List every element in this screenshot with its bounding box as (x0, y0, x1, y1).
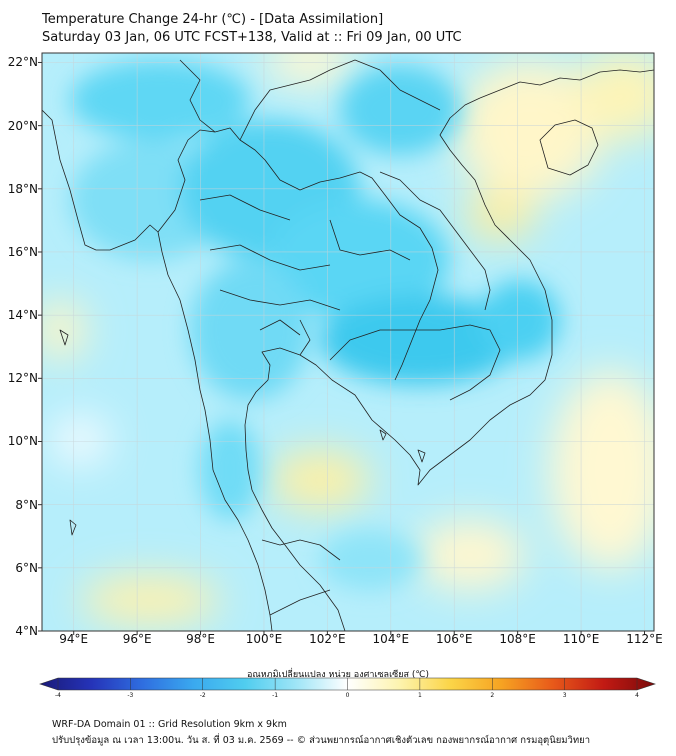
border-myanmar-north (179, 59, 441, 141)
lon-label: 100°E (245, 632, 283, 646)
warm-area-south-china-sea (550, 370, 654, 570)
lon-label: 112°E (626, 632, 663, 646)
colorbar-tick-label: -1 (272, 692, 279, 699)
map-frame (41, 52, 655, 632)
chart-subtitle: Saturday 03 Jan, 06 UTC FCST+138, Valid … (42, 30, 462, 45)
cold-area-peninsula (200, 420, 260, 520)
warm-area-gulf-tonkin (455, 60, 605, 200)
border-malaysia (261, 539, 341, 616)
colorbar (39, 677, 656, 691)
cold-area-malaysia (320, 530, 420, 590)
colorbar-tick-label: 2 (490, 692, 495, 699)
colorbar-tick-label: 0 (345, 692, 350, 699)
credit-line: ปรับปรุงข้อมูล ณ เวลา 13:00น. วัน ส. ที่… (52, 735, 591, 746)
lat-label: 12°N (7, 371, 38, 386)
border-thai-myanmar (157, 127, 439, 381)
lat-label: 14°N (7, 308, 38, 323)
cold-area-isan (270, 200, 450, 320)
border-laos-vietnam (379, 171, 491, 311)
warm-anomaly-layer (42, 53, 654, 625)
warm-area-southwest (80, 575, 220, 625)
cold-area-cambodia (320, 295, 520, 385)
lat-label: 8°N (15, 497, 38, 512)
coastline-thai-peninsula-west (212, 469, 273, 631)
border-thai-provinces (199, 194, 411, 356)
cold-anomaly-layer (70, 60, 560, 590)
lon-label: 106°E (435, 632, 473, 646)
colorbar-tick-label: 1 (417, 692, 422, 699)
lat-label: 22°N (7, 55, 38, 70)
lat-label: 16°N (7, 244, 38, 259)
colorbar-tick-label: -3 (127, 692, 134, 699)
warm-area-andaman (50, 415, 110, 465)
cold-area-central-thailand (190, 260, 310, 400)
colorbar-title: อุณหภูมิเปลี่ยนแปลง หน่วย องศาเซลเซียส (… (246, 670, 430, 680)
coastline-china-south (479, 69, 654, 99)
islands-south-china-sea (59, 329, 426, 536)
warm-area-south (415, 520, 525, 590)
warm-area-gulf-thailand (270, 450, 370, 510)
lon-label: 98°E (186, 632, 215, 646)
colorbar-tick-label: 3 (562, 692, 567, 699)
lat-label: 20°N (7, 118, 38, 133)
lat-lon-gridlines (42, 53, 654, 631)
map-svg (38, 52, 655, 635)
warm-area-north (265, 53, 355, 85)
coastline-myanmar-bay-bengal (42, 109, 214, 471)
coastline-hainan (539, 119, 599, 176)
axis-ticks (38, 61, 645, 635)
lat-label: 6°N (15, 560, 38, 575)
cold-area-myanmar-north (70, 60, 250, 140)
chart-title: Temperature Change 24-hr (℃) - [Data Ass… (42, 12, 384, 27)
warm-area-north-vietnam (465, 190, 535, 240)
coastline-thai-peninsula-east (244, 97, 553, 631)
warm-area-northeast (575, 53, 654, 140)
border-cambodia (329, 324, 501, 401)
lon-label: 96°E (122, 632, 152, 646)
colorbar-tick-label: -4 (55, 692, 61, 699)
lat-label: 10°N (7, 434, 38, 449)
cold-area-south-vietnam (480, 280, 560, 360)
land-borders (42, 59, 654, 631)
lon-label: 102°E (309, 632, 346, 646)
model-info: WRF-DA Domain 01 :: Grid Resolution 9km … (52, 719, 287, 730)
colorbar-tick-lines (57, 678, 638, 690)
cold-area-laos (340, 65, 460, 155)
lon-label: 104°E (372, 632, 410, 646)
colorbar-tick-label: -2 (199, 692, 206, 699)
colorbar-tick-label: 4 (635, 692, 639, 699)
lon-label: 110°E (562, 632, 600, 646)
lon-label: 108°E (499, 632, 536, 646)
lon-label: 94°E (59, 632, 89, 646)
lat-label: 4°N (15, 624, 38, 638)
lat-label: 18°N (7, 181, 38, 196)
